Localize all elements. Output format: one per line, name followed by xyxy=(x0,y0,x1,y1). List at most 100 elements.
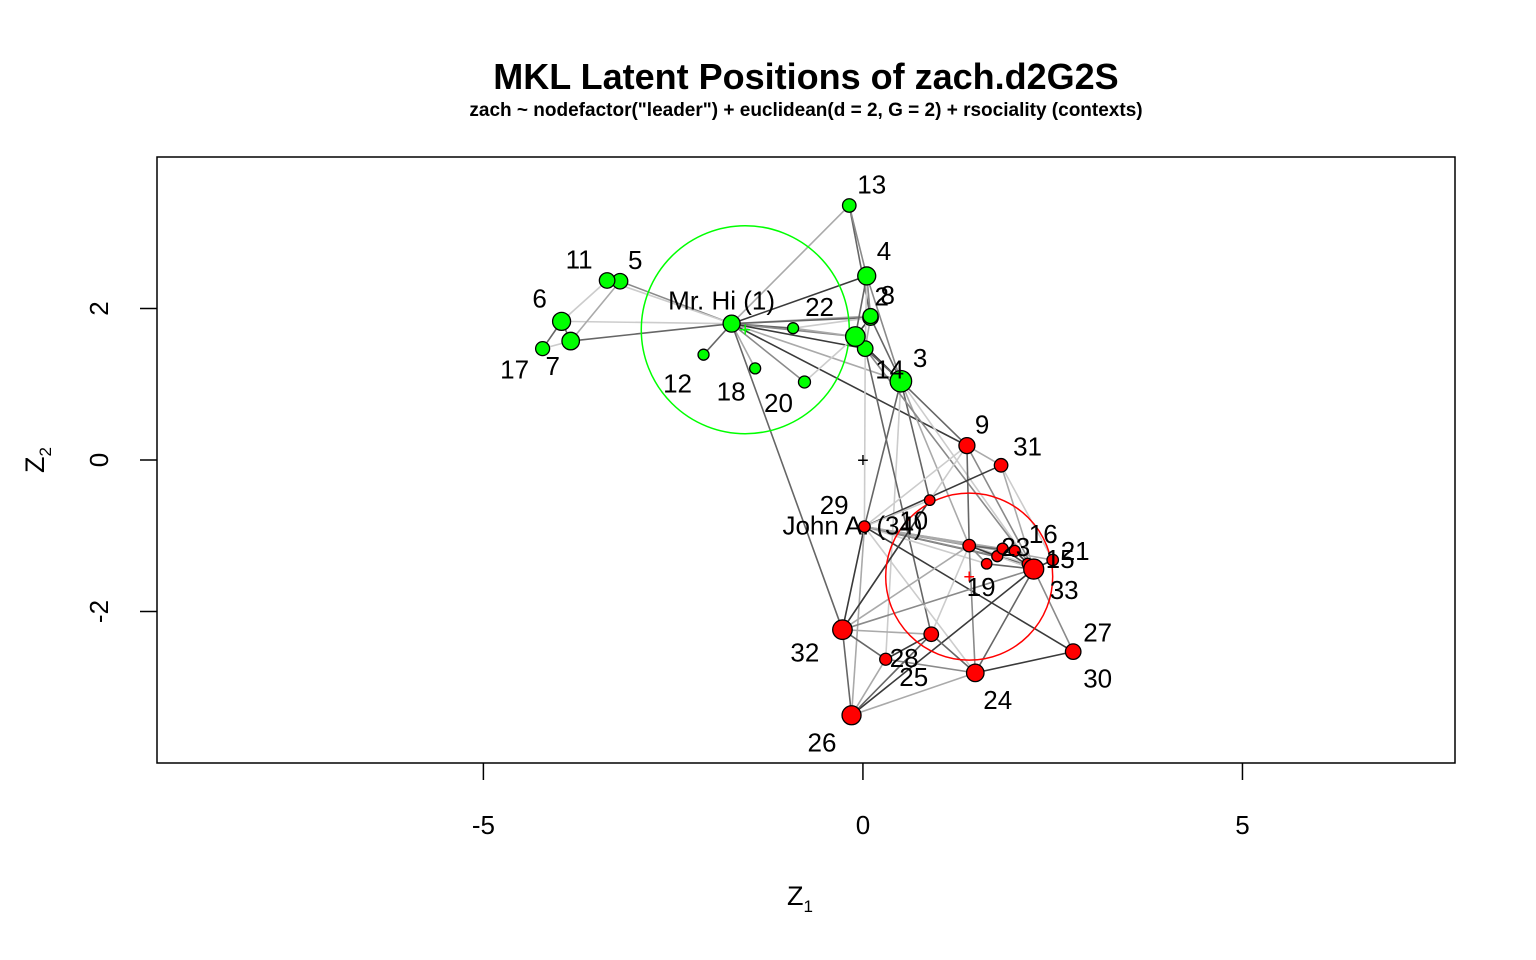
edge-2-22 xyxy=(792,316,871,329)
node-label-27: 27 xyxy=(1083,618,1112,648)
node-label-13: 13 xyxy=(857,169,886,199)
edge-1-20 xyxy=(731,323,805,383)
x-tick-label-0: 0 xyxy=(856,810,870,840)
edge-33-32 xyxy=(842,568,1034,631)
node-18 xyxy=(748,362,762,375)
node-label-6: 6 xyxy=(532,283,546,313)
edge-1-9 xyxy=(731,322,968,447)
node-6 xyxy=(551,311,572,332)
node-label-17: 17 xyxy=(500,355,529,385)
node-9 xyxy=(958,436,976,455)
edge-9-33 xyxy=(966,445,1035,570)
node-24 xyxy=(965,663,985,683)
node-label-22: 22 xyxy=(805,292,834,322)
y-tick-label-2: 2 xyxy=(84,301,114,315)
node-7 xyxy=(561,331,581,351)
chart-title: MKL Latent Positions of zach.d2G2S xyxy=(493,56,1119,97)
edge-1-2 xyxy=(731,316,871,325)
edge-14-25 xyxy=(864,348,933,635)
edge-10-32 xyxy=(841,544,970,631)
edge-1-6 xyxy=(561,320,732,325)
edge-1-7 xyxy=(570,322,732,342)
node-label-1: Mr. Hi (1) xyxy=(668,286,775,316)
node-label-25: 25 xyxy=(899,662,928,692)
edge-25-32 xyxy=(842,628,932,636)
edge-10-25 xyxy=(930,545,970,635)
node-label-2: 2 xyxy=(875,282,889,312)
node-27 xyxy=(1064,643,1082,661)
node-label-16: 16 xyxy=(1029,519,1058,549)
chart-subtitle: zach ~ nodefactor("leader") + euclidean(… xyxy=(469,100,1143,121)
edge-33-24 xyxy=(974,568,1035,674)
edge-1-4 xyxy=(731,275,867,325)
node-label-11: 11 xyxy=(566,244,593,274)
node-label-8: 8 xyxy=(881,280,895,310)
edge-34-24 xyxy=(863,526,976,674)
edge-34-101 xyxy=(864,525,1003,550)
y-tick-label-0: 0 xyxy=(84,453,114,467)
edge-29-9 xyxy=(929,445,968,501)
cluster-center-2: + xyxy=(963,567,975,589)
node-33 xyxy=(1023,558,1045,580)
node-1 xyxy=(722,314,741,333)
edges-layer xyxy=(541,204,1074,717)
node-label-28: 28 xyxy=(890,643,919,673)
node-label-20: 20 xyxy=(764,388,793,418)
edge-2-13 xyxy=(848,205,872,318)
node-31 xyxy=(993,457,1009,473)
node-label-34: John A. (34) xyxy=(782,511,922,541)
edge-3-10 xyxy=(900,380,970,546)
node-19 xyxy=(980,557,993,570)
node-11 xyxy=(598,272,616,289)
edge-4-3 xyxy=(865,275,902,382)
node-label-4: 4 xyxy=(877,236,891,266)
edge-2-3 xyxy=(869,317,902,382)
y-axis-label: Z2 xyxy=(20,447,55,473)
node-26 xyxy=(841,705,862,726)
edge-31-33 xyxy=(1000,465,1035,570)
node-label-21: 21 xyxy=(1061,536,1090,566)
node-label-5: 5 xyxy=(628,245,642,275)
edge-10-24 xyxy=(968,545,977,673)
edge-25-28 xyxy=(885,633,932,660)
edge-9-34 xyxy=(863,444,968,528)
edge-4-13 xyxy=(848,205,868,277)
edge-3-28 xyxy=(884,381,902,660)
edge-14-34 xyxy=(863,348,867,527)
node-4 xyxy=(857,266,877,286)
node-label-24: 24 xyxy=(983,685,1012,715)
edge-24-26 xyxy=(851,672,976,717)
node-16 xyxy=(1008,544,1021,558)
edge-24-27 xyxy=(975,650,1074,674)
node-13 xyxy=(841,198,857,213)
y-tick-label--2: -2 xyxy=(84,600,114,623)
edge-26-28 xyxy=(850,658,887,716)
edge-33-27 xyxy=(1032,568,1074,652)
edge-1-14 xyxy=(731,322,866,350)
node-label-31: 31 xyxy=(1013,431,1042,461)
edge-25-26 xyxy=(850,633,932,716)
node-100 xyxy=(844,326,866,347)
node-3 xyxy=(889,369,913,393)
edge-1-3 xyxy=(731,322,902,382)
node-34 xyxy=(858,520,871,534)
edge-34-29 xyxy=(864,499,931,528)
edge-34-19 xyxy=(864,525,987,565)
node-21 xyxy=(1046,553,1060,567)
edge-100-22 xyxy=(792,327,856,338)
x-axis-label: Z1 xyxy=(787,881,813,916)
origin-marker: + xyxy=(857,450,869,472)
node-label-26: 26 xyxy=(808,727,837,757)
edge-34-32 xyxy=(841,526,866,630)
edge-3-9 xyxy=(900,380,968,447)
x-tick-label-5: 5 xyxy=(1235,810,1249,840)
edge-5-7 xyxy=(570,280,621,342)
node-10 xyxy=(962,538,977,553)
node-label-32: 32 xyxy=(790,638,819,668)
node-22 xyxy=(786,322,800,335)
node-label-15: 15 xyxy=(1046,544,1075,574)
node-label-14: 14 xyxy=(875,355,904,385)
edge-1-11 xyxy=(606,279,732,325)
node-label-23: 23 xyxy=(1001,532,1030,562)
